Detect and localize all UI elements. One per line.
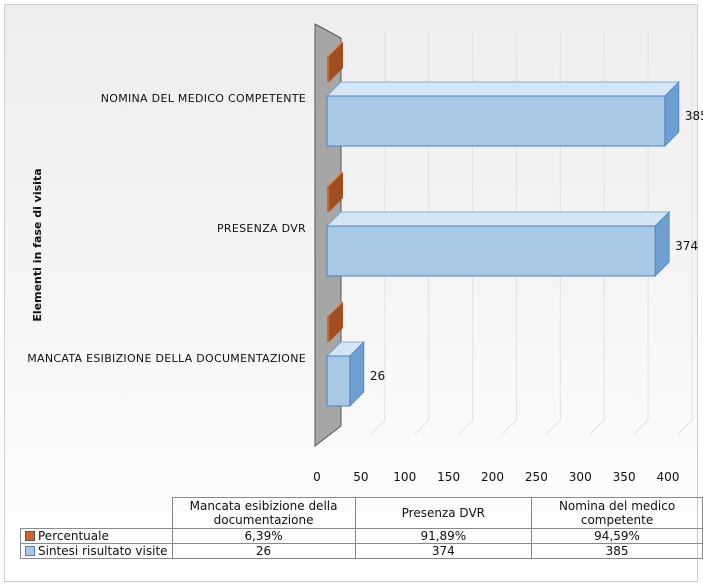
- data-label: 374: [675, 239, 698, 253]
- x-tick-label: 400: [657, 470, 680, 484]
- gridline: [370, 419, 386, 435]
- data-label: 385: [685, 109, 703, 123]
- table-cell: 26: [171, 543, 356, 559]
- legend-swatch: [25, 546, 35, 556]
- bar-percentuale-top: [327, 172, 343, 186]
- column-header: Nomina del medico competente: [531, 497, 703, 529]
- x-tick-label: 350: [613, 470, 636, 484]
- bar-percentuale-side: [329, 42, 343, 82]
- gridline: [502, 419, 517, 435]
- gridline: [589, 419, 605, 435]
- gridline: [458, 419, 473, 435]
- x-tick-label: 0: [313, 470, 321, 484]
- table-cell: 94,59%: [531, 528, 703, 544]
- gridline: [414, 419, 430, 435]
- table-cell: 374: [354, 543, 533, 559]
- bar-percentuale: [327, 186, 329, 212]
- y-axis-title: Elementi in fase di visita: [31, 168, 44, 321]
- gridline: [677, 419, 693, 435]
- x-tick-label: 50: [353, 470, 368, 484]
- bar-percentuale-top: [327, 302, 343, 316]
- bar-sintesi: [326, 95, 666, 147]
- x-tick-label: 300: [569, 470, 592, 484]
- bar-percentuale-side: [329, 172, 343, 212]
- table-cell: 385: [531, 543, 703, 559]
- category-label: MANCATA ESIBIZIONE DELLA DOCUMENTAZIONE: [27, 352, 306, 365]
- table-row: Percentuale 6,39% 91,89% 94,59%: [20, 528, 703, 544]
- bar-sintesi-top: [326, 211, 671, 227]
- table-corner: [20, 497, 173, 529]
- column-header-label-0: Mancata esibizione della documentazione: [189, 499, 338, 527]
- legend-label: Sintesi risultato visite: [38, 544, 168, 558]
- x-tick-label: 100: [393, 470, 416, 484]
- table-header-row: Mancata esibizione della documentazione …: [20, 497, 703, 529]
- x-tick-label: 150: [437, 470, 460, 484]
- category-label: NOMINA DEL MEDICO COMPETENTE: [101, 92, 306, 105]
- category-label: PRESENZA DVR: [217, 222, 306, 235]
- x-tick-label: 250: [525, 470, 548, 484]
- legend-swatch: [25, 531, 35, 541]
- bar-sintesi-top: [326, 81, 680, 97]
- table-row: Sintesi risultato visite 26 374 385: [20, 543, 703, 559]
- bar-percentuale-side: [329, 302, 343, 342]
- bar-percentuale-top: [327, 42, 343, 56]
- bar-sintesi: [326, 355, 351, 407]
- gridline: [633, 419, 649, 435]
- x-tick-label: 200: [481, 470, 504, 484]
- legend-label: Percentuale: [38, 529, 109, 543]
- bar-chart: MANCATA ESIBIZIONE DELLA DOCUMENTAZIONE P…: [27, 23, 703, 484]
- column-header: Presenza DVR: [354, 497, 533, 529]
- table-cell: 6,39%: [171, 528, 356, 544]
- bar-percentuale: [327, 316, 329, 342]
- legend-entry-sintesi: Sintesi risultato visite: [20, 543, 173, 559]
- data-table: Mancata esibizione della documentazione …: [20, 497, 703, 559]
- bar-sintesi: [326, 225, 656, 277]
- gridline: [546, 419, 561, 435]
- table-cell: 91,89%: [354, 528, 533, 544]
- legend-entry-percentuale: Percentuale: [20, 528, 173, 544]
- data-label: 26: [370, 369, 385, 383]
- bar-percentuale: [327, 56, 329, 82]
- column-header: Mancata esibizione della documentazione: [171, 497, 356, 529]
